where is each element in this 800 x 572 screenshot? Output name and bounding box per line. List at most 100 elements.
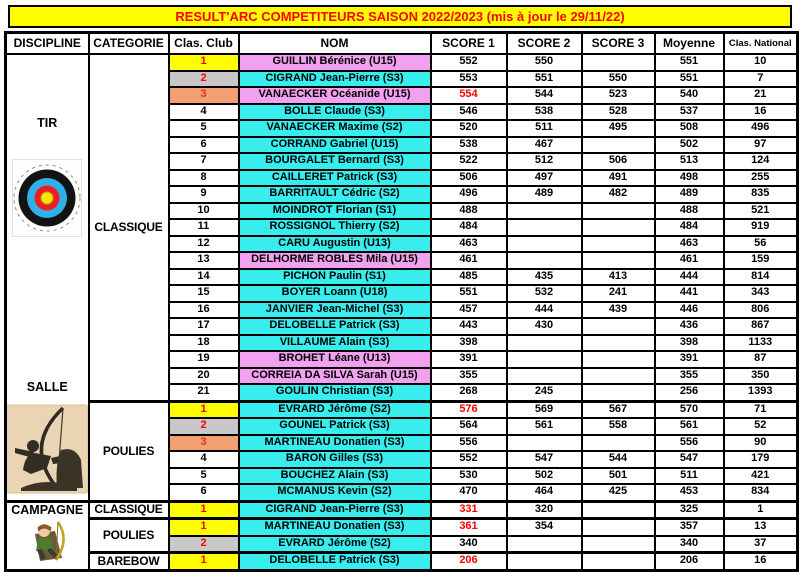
moyenne-cell: 398 bbox=[653, 333, 725, 352]
name-cell: CIGRAND Jean-Pierre (S3) bbox=[237, 499, 432, 520]
score3-cell: 241 bbox=[580, 284, 656, 303]
name-cell: DELOBELLE Patrick (S3) bbox=[237, 317, 432, 336]
score1-cell: 443 bbox=[429, 317, 508, 336]
target-icon bbox=[12, 159, 83, 237]
score3-cell bbox=[580, 517, 656, 537]
score2-cell: 532 bbox=[505, 284, 583, 303]
moyenne-cell: 484 bbox=[653, 218, 725, 237]
score3-cell bbox=[580, 350, 656, 369]
category-cell: POULIES bbox=[87, 399, 170, 502]
score2-cell: 551 bbox=[505, 69, 583, 88]
table-row: 19 BROHET Léane (U13) 391 391 87 bbox=[6, 350, 799, 369]
page-title: RESULT'ARC COMPETITEURS SAISON 2022/2023… bbox=[175, 9, 625, 24]
score1-cell: 457 bbox=[429, 300, 508, 319]
moyenne-cell: 498 bbox=[653, 168, 725, 187]
rank-cell: 19 bbox=[167, 350, 240, 369]
national-cell: 16 bbox=[722, 102, 799, 121]
rank-cell: 5 bbox=[167, 119, 240, 138]
score3-cell: 482 bbox=[580, 185, 656, 204]
table-row: 4 BARON Gilles (S3) 552 547 544 547 179 bbox=[6, 450, 799, 469]
name-cell: CORREIA DA SILVA Sarah (U15) bbox=[237, 366, 432, 385]
name-cell: BOLLE Claude (S3) bbox=[237, 102, 432, 121]
rank-cell: 7 bbox=[167, 152, 240, 171]
score1-cell: 484 bbox=[429, 218, 508, 237]
rank-cell: 18 bbox=[167, 333, 240, 352]
score1-cell: 470 bbox=[429, 483, 508, 502]
national-cell: 71 bbox=[722, 399, 799, 419]
column-header-moyenne: Moyenne bbox=[653, 31, 725, 55]
score2-cell bbox=[505, 201, 583, 220]
name-cell: JANVIER Jean-Michel (S3) bbox=[237, 300, 432, 319]
score2-cell: 569 bbox=[505, 399, 583, 419]
archer-cartoon-icon bbox=[25, 517, 70, 564]
score2-cell: 561 bbox=[505, 417, 583, 436]
rank-cell: 14 bbox=[167, 267, 240, 286]
score2-cell: 538 bbox=[505, 102, 583, 121]
table-row: 6 CORRAND Gabriel (U15) 538 467 502 97 bbox=[6, 135, 799, 154]
national-cell: 919 bbox=[722, 218, 799, 237]
rank-cell: 17 bbox=[167, 317, 240, 336]
score3-cell: 506 bbox=[580, 152, 656, 171]
discipline-label-tir: TIR bbox=[37, 116, 58, 130]
discipline-cell: CAMPAGNE bbox=[4, 499, 90, 571]
column-header-score2: SCORE 2 bbox=[505, 31, 583, 55]
name-cell: ROSSIGNOL Thierry (S2) bbox=[237, 218, 432, 237]
rank-cell: 3 bbox=[167, 86, 240, 105]
name-cell: MARTINEAU Donatien (S3) bbox=[237, 517, 432, 537]
national-cell: 16 bbox=[722, 551, 799, 571]
rank-cell: 3 bbox=[167, 433, 240, 452]
score1-cell: 552 bbox=[429, 53, 508, 72]
score3-cell: 528 bbox=[580, 102, 656, 121]
score1-cell: 496 bbox=[429, 185, 508, 204]
moyenne-cell: 561 bbox=[653, 417, 725, 436]
moyenne-cell: 444 bbox=[653, 267, 725, 286]
score3-cell: 523 bbox=[580, 86, 656, 105]
score1-cell: 553 bbox=[429, 69, 508, 88]
score1-cell: 361 bbox=[429, 517, 508, 537]
score3-cell: 567 bbox=[580, 399, 656, 419]
score2-cell: 547 bbox=[505, 450, 583, 469]
rank-cell: 20 bbox=[167, 366, 240, 385]
score1-cell: 530 bbox=[429, 466, 508, 485]
national-cell: 1 bbox=[722, 499, 799, 520]
name-cell: EVRARD Jérôme (S2) bbox=[237, 399, 432, 419]
moyenne-cell: 513 bbox=[653, 152, 725, 171]
score2-cell: 354 bbox=[505, 517, 583, 537]
column-header-score3: SCORE 3 bbox=[580, 31, 656, 55]
column-header-clas-club: Clas. Club bbox=[167, 31, 240, 55]
rank-cell: 2 bbox=[167, 417, 240, 436]
national-cell: 1133 bbox=[722, 333, 799, 352]
score3-cell bbox=[580, 251, 656, 270]
name-cell: BARRITAULT Cédric (S2) bbox=[237, 185, 432, 204]
score1-cell: 206 bbox=[429, 551, 508, 571]
national-cell: 814 bbox=[722, 267, 799, 286]
name-cell: BOURGALET Bernard (S3) bbox=[237, 152, 432, 171]
score1-cell: 268 bbox=[429, 383, 508, 402]
moyenne-cell: 570 bbox=[653, 399, 725, 419]
moyenne-cell: 391 bbox=[653, 350, 725, 369]
rank-cell: 4 bbox=[167, 450, 240, 469]
name-cell: GOULIN Christian (S3) bbox=[237, 383, 432, 402]
national-cell: 21 bbox=[722, 86, 799, 105]
score1-cell: 331 bbox=[429, 499, 508, 520]
national-cell: 87 bbox=[722, 350, 799, 369]
column-header-discipline: DISCIPLINE bbox=[4, 31, 90, 55]
national-cell: 834 bbox=[722, 483, 799, 502]
table-row: 10 MOINDROT Florian (S1) 488 488 521 bbox=[6, 201, 799, 220]
category-cell: BAREBOW bbox=[87, 551, 170, 571]
score3-cell bbox=[580, 317, 656, 336]
name-cell: BOYER Loann (U18) bbox=[237, 284, 432, 303]
national-cell: 835 bbox=[722, 185, 799, 204]
score1-cell: 556 bbox=[429, 433, 508, 452]
score1-cell: 506 bbox=[429, 168, 508, 187]
name-cell: MCMANUS Kevin (S2) bbox=[237, 483, 432, 502]
score2-cell: 430 bbox=[505, 317, 583, 336]
archer-statue-icon bbox=[7, 404, 87, 494]
score1-cell: 520 bbox=[429, 119, 508, 138]
score3-cell bbox=[580, 218, 656, 237]
table-row: 4 BOLLE Claude (S3) 546 538 528 537 16 bbox=[6, 102, 799, 121]
moyenne-cell: 206 bbox=[653, 551, 725, 571]
national-cell: 13 bbox=[722, 517, 799, 537]
score2-cell: 502 bbox=[505, 466, 583, 485]
national-cell: 56 bbox=[722, 234, 799, 253]
